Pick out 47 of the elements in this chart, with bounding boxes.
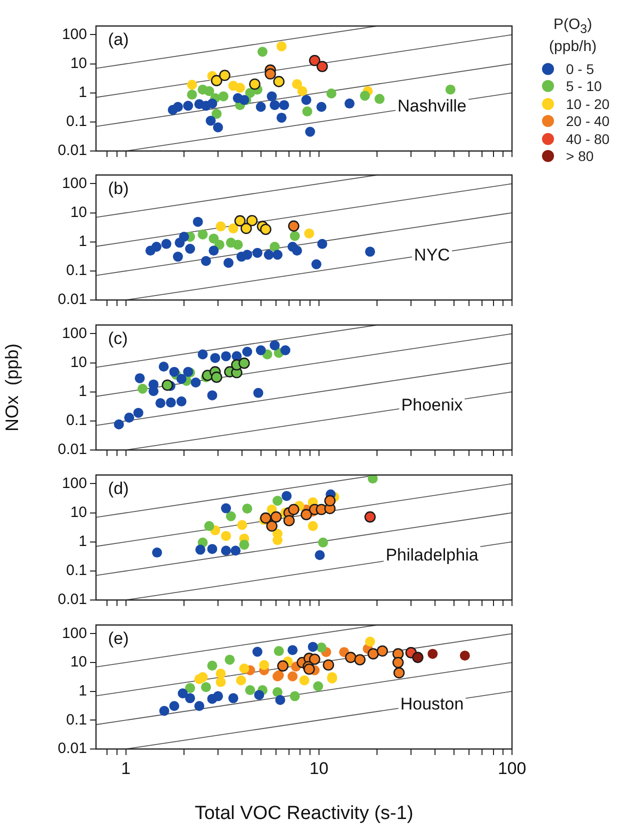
x-tick-label: 1 [121,758,131,778]
annotation: Philadelphia [386,546,479,565]
y-tick-label: 0.01 [58,441,87,458]
legend-label: 5 - 10 [566,78,602,94]
y-tick-label: 1 [78,533,87,550]
y-tick-label: 1 [78,682,87,700]
annotation: (a) [108,30,129,50]
annotation: Phoenix [401,396,464,415]
y-tick-label: 100 [62,324,87,342]
annotation: (c) [108,329,128,348]
y-tick-label: 100 [62,624,87,642]
annotation: Nashville [398,96,466,116]
annotation: (d) [108,479,129,498]
annotation: Houston [400,694,464,714]
y-tick-label: 100 [62,174,87,192]
y-tick-label: 0.01 [58,591,87,608]
legend-label: 10 - 20 [566,96,610,112]
y-tick-label: 1 [78,84,87,102]
y-tick-label: 0.1 [66,711,87,728]
legend-label: 0 - 5 [566,60,594,77]
y-tick-label: 0.1 [66,262,87,280]
y-axis-title: NOx (ppb) [2,343,22,432]
legend-title: P(O$_{3}$) (ppb/h) [548,16,598,56]
y-tick-label: 0.1 [66,412,87,430]
y-tick-label: 0.1 [66,113,87,130]
y-tick-label: 1 [78,383,87,400]
y-tick-label: 0.01 [58,740,87,758]
y-tick-label: 10 [70,504,87,521]
y-tick-label: 0.01 [58,291,87,308]
annotation: NYC [414,246,450,265]
y-tick-label: 100 [62,26,87,43]
x-axis-title: Total VOC Reactivity (s-1) [194,802,414,824]
y-tick-label: 1 [78,233,87,250]
x-tick-label: 10 [309,758,328,778]
y-tick-label: 0.01 [58,142,87,160]
legend-label: 20 - 40 [566,113,610,130]
y-tick-label: 0.1 [66,562,87,580]
y-tick-label: 10 [70,54,87,72]
y-tick-label: 10 [70,654,87,671]
y-tick-label: 10 [70,204,87,221]
annotation: (b) [108,179,129,198]
x-tick-label: 100 [498,758,526,778]
y-tick-label: 10 [70,354,87,371]
legend-label: > 80 [566,148,594,164]
y-tick-label: 100 [62,474,87,492]
annotation: (e) [108,629,129,648]
legend-label: 40 - 80 [566,130,610,147]
